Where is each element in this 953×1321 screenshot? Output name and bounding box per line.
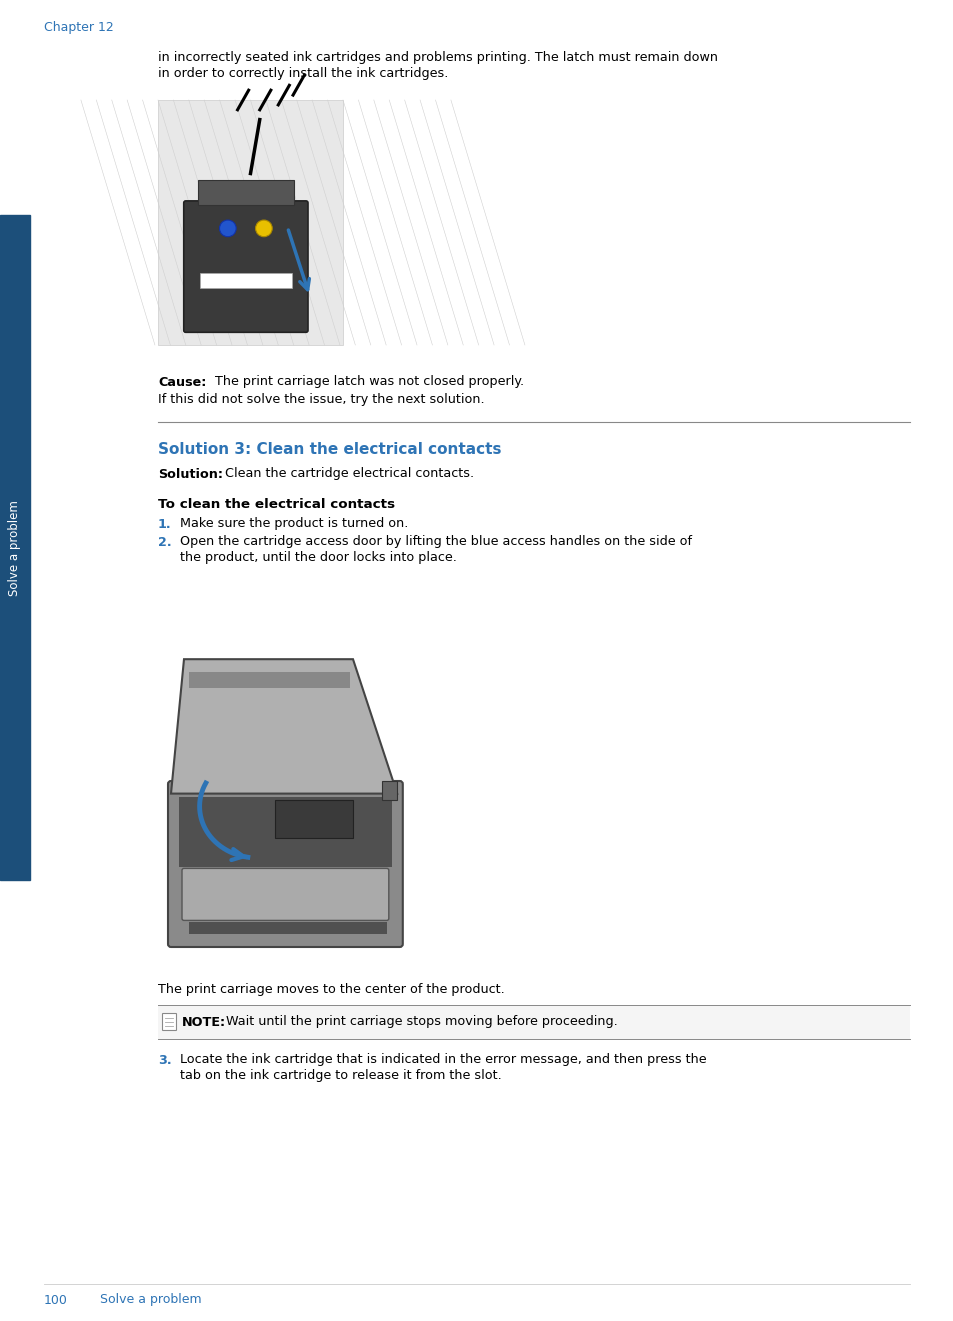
Bar: [381, 781, 396, 801]
FancyBboxPatch shape: [162, 1013, 176, 1030]
Text: 1.: 1.: [158, 518, 172, 531]
Text: To clean the electrical contacts: To clean the electrical contacts: [158, 498, 395, 510]
Text: Open the cartridge access door by lifting the blue access handles on the side of: Open the cartridge access door by liftin…: [180, 535, 691, 548]
Text: The print carriage moves to the center of the product.: The print carriage moves to the center o…: [158, 984, 504, 996]
Text: Solution:: Solution:: [158, 468, 223, 481]
Polygon shape: [171, 659, 396, 794]
Bar: [158, 1005, 909, 1040]
Text: the product, until the door locks into place.: the product, until the door locks into p…: [180, 551, 456, 564]
Text: Clean the cartridge electrical contacts.: Clean the cartridge electrical contacts.: [213, 468, 474, 481]
Bar: [158, 100, 343, 345]
Text: 3.: 3.: [158, 1054, 172, 1066]
Text: 100: 100: [44, 1293, 68, 1306]
Bar: [178, 797, 392, 867]
Text: The print carriage latch was not closed properly.: The print carriage latch was not closed …: [203, 375, 523, 388]
Text: Wait until the print carriage stops moving before proceeding.: Wait until the print carriage stops movi…: [226, 1016, 618, 1029]
Text: Solve a problem: Solve a problem: [9, 501, 22, 596]
Text: Solve a problem: Solve a problem: [100, 1293, 201, 1306]
Bar: [189, 922, 386, 934]
Text: NOTE:: NOTE:: [182, 1016, 226, 1029]
Text: Chapter 12: Chapter 12: [44, 21, 113, 34]
Text: Make sure the product is turned on.: Make sure the product is turned on.: [180, 518, 408, 531]
Bar: [189, 672, 350, 688]
Text: in incorrectly seated ink cartridges and problems printing. The latch must remai: in incorrectly seated ink cartridges and…: [158, 52, 718, 65]
Text: in order to correctly install the ink cartridges.: in order to correctly install the ink ca…: [158, 67, 448, 81]
Text: tab on the ink cartridge to release it from the slot.: tab on the ink cartridge to release it f…: [180, 1070, 501, 1082]
Bar: [197, 180, 294, 206]
FancyBboxPatch shape: [182, 868, 389, 921]
Circle shape: [255, 221, 272, 236]
Bar: [0, 215, 30, 880]
FancyBboxPatch shape: [184, 201, 308, 333]
Text: If this did not solve the issue, try the next solution.: If this did not solve the issue, try the…: [158, 394, 484, 407]
Text: Cause:: Cause:: [158, 375, 206, 388]
Bar: [200, 273, 292, 288]
Circle shape: [219, 221, 236, 236]
FancyBboxPatch shape: [168, 781, 402, 947]
Bar: [274, 801, 353, 839]
Text: Solution 3: Clean the electrical contacts: Solution 3: Clean the electrical contact…: [158, 443, 501, 457]
Text: 2.: 2.: [158, 535, 172, 548]
Text: Locate the ink cartridge that is indicated in the error message, and then press : Locate the ink cartridge that is indicat…: [180, 1054, 706, 1066]
